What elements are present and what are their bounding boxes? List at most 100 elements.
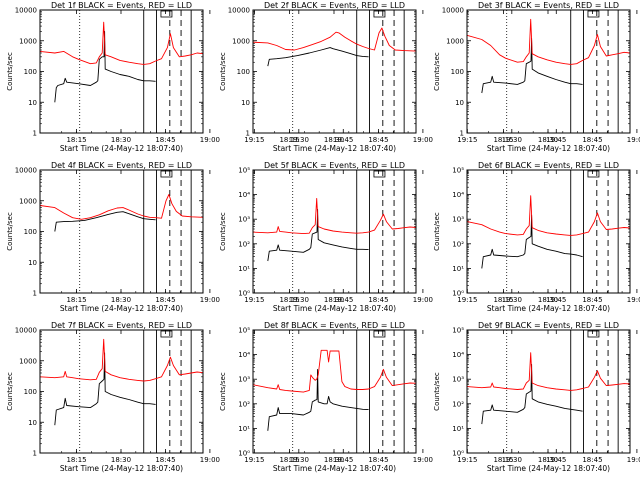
events-series-line (267, 47, 369, 67)
y-axis-label: Counts/sec (433, 212, 441, 251)
x-tick-label: 18:30 (324, 456, 344, 464)
y-tick-label: 10⁵ (452, 327, 464, 335)
y-tick-label: 10⁴ (452, 191, 464, 199)
x-tick-label: 18:45 (582, 296, 602, 304)
attenuator-box-icon (160, 10, 173, 18)
x-tick-label: 19:15 (244, 296, 264, 304)
panel-title: Det 5f BLACK = Events, RED = LLD (264, 161, 405, 170)
y-tick-label: 10 (28, 419, 37, 427)
detector-panel-5: Det 5f BLACK = Events, RED = LLD 10⁰ 10¹ 10… (219, 161, 566, 313)
y-axis-label: Counts/sec (6, 52, 14, 91)
y-tick-label: 10³ (238, 376, 250, 384)
plot-frame (252, 329, 417, 454)
x-tick-label: 18:15 (66, 456, 86, 464)
y-tick-label: 10¹ (238, 425, 250, 433)
plot-frame (466, 9, 631, 134)
x-tick-label: 18:30 (111, 456, 131, 464)
y-tick-label: 1000 (19, 197, 37, 205)
x-tick-label: 18:45 (155, 136, 175, 144)
events-series-line (54, 352, 156, 426)
x-tick-label: 19:30 (289, 136, 309, 144)
x-tick-label: 19:45 (546, 136, 566, 144)
x-tick-label: 18:45 (582, 456, 602, 464)
lld-series-line (252, 197, 417, 235)
x-tick-label: 19:00 (413, 296, 433, 304)
y-tick-label: 1000 (19, 37, 37, 45)
events-series-line (481, 363, 583, 425)
lld-series-line (466, 18, 631, 65)
y-tick-label: 10⁵ (452, 167, 464, 175)
x-tick-label: 18:45 (368, 296, 388, 304)
y-tick-label: 1 (246, 130, 250, 138)
y-tick-label: 100 (237, 68, 250, 76)
y-tick-label: 10³ (452, 216, 464, 224)
x-tick-label: 18:15 (493, 136, 513, 144)
x-tick-label: 18:45 (155, 296, 175, 304)
x-tick-label: 18:45 (582, 136, 602, 144)
plot-frame (466, 169, 631, 294)
panel-title: Det 4f BLACK = Events, RED = LLD (51, 161, 192, 170)
x-tick-label: 19:15 (457, 136, 477, 144)
y-tick-label: 10² (452, 400, 464, 408)
lld-series-line (39, 194, 204, 220)
lld-series-line (39, 338, 204, 382)
events-series-line (54, 211, 156, 232)
detector-panel-8: Det 8f BLACK = Events, RED = LLD 10⁰ 10¹ 10… (219, 321, 566, 473)
events-series-line (481, 37, 583, 94)
y-tick-label: 10⁵ (238, 327, 250, 335)
x-tick-label: 19:45 (546, 296, 566, 304)
panel-title: Det 2f BLACK = Events, RED = LLD (264, 1, 405, 10)
x-tick-label: 19:00 (413, 456, 433, 464)
x-tick-label: 19:00 (627, 136, 640, 144)
x-axis-label: Start Time (24-May-12 18:07:40) (273, 304, 396, 313)
y-axis-label: Counts/sec (6, 212, 14, 251)
events-series-line (54, 31, 156, 103)
y-tick-label: 10⁰ (238, 290, 250, 298)
x-tick-label: 19:30 (289, 296, 309, 304)
y-tick-label: 10000 (228, 7, 250, 15)
x-axis-label: Start Time (24-May-12 18:07:40) (273, 464, 396, 473)
x-tick-label: 19:45 (333, 456, 353, 464)
x-axis-label: Start Time (24-May-12 18:07:40) (273, 144, 396, 153)
panel-title: Det 7f BLACK = Events, RED = LLD (51, 321, 192, 330)
y-tick-label: 10² (238, 240, 250, 248)
attenuator-box-icon (587, 330, 600, 338)
x-tick-label: 18:30 (324, 136, 344, 144)
x-tick-label: 18:30 (111, 136, 131, 144)
attenuator-box-icon (160, 330, 173, 338)
y-tick-label: 10¹ (238, 265, 250, 273)
x-tick-label: 18:45 (368, 136, 388, 144)
y-tick-label: 10 (241, 99, 250, 107)
y-tick-label: 10⁵ (238, 167, 250, 175)
x-tick-label: 19:45 (333, 136, 353, 144)
x-axis-label: Start Time (24-May-12 18:07:40) (60, 304, 183, 313)
x-tick-label: 18:15 (279, 456, 299, 464)
plot-frame (39, 329, 204, 454)
x-tick-label: 19:30 (289, 456, 309, 464)
attenuator-box-icon (373, 170, 386, 178)
detector-panel-4: Det 4f BLACK = Events, RED = LLD 1 10 100 10… (6, 161, 353, 313)
x-tick-label: 19:15 (457, 456, 477, 464)
plot-frame (252, 9, 417, 134)
x-axis-label: Start Time (24-May-12 18:07:40) (60, 464, 183, 473)
detector-panel-7: Det 7f BLACK = Events, RED = LLD 1 10 100 10… (6, 321, 353, 473)
y-tick-label: 1 (33, 450, 37, 458)
x-tick-label: 18:30 (111, 296, 131, 304)
x-tick-label: 19:00 (627, 296, 640, 304)
y-axis-label: Counts/sec (433, 372, 441, 411)
x-tick-label: 19:45 (333, 296, 353, 304)
plot-frame (39, 9, 204, 134)
y-tick-label: 100 (24, 388, 37, 396)
x-tick-label: 18:15 (66, 296, 86, 304)
x-axis-label: Start Time (24-May-12 18:07:40) (487, 144, 610, 153)
lld-series-line (252, 349, 417, 393)
plot-frame (466, 329, 631, 454)
x-tick-label: 19:15 (457, 296, 477, 304)
y-tick-label: 10² (238, 400, 250, 408)
panel-title: Det 8f BLACK = Events, RED = LLD (264, 321, 405, 330)
x-tick-label: 19:30 (502, 296, 522, 304)
lld-series-line (466, 352, 631, 391)
x-tick-label: 18:30 (538, 136, 558, 144)
attenuator-box-icon (373, 330, 386, 338)
